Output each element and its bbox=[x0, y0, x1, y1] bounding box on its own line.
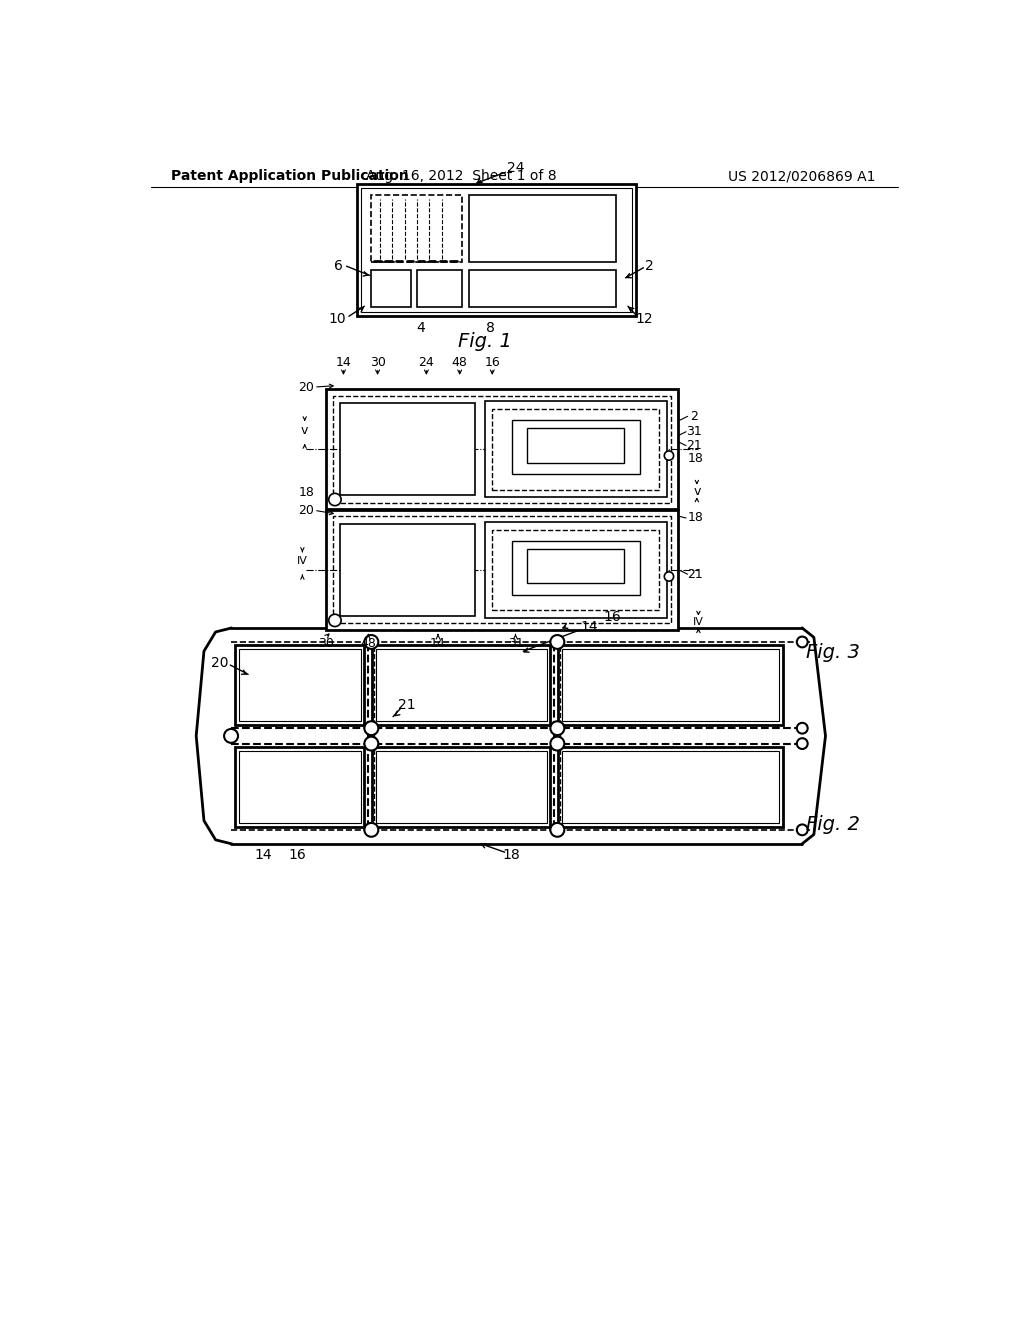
Text: 2: 2 bbox=[690, 409, 697, 422]
Bar bbox=[326, 389, 678, 508]
Circle shape bbox=[797, 825, 808, 836]
Bar bbox=[493, 409, 658, 490]
Text: 30: 30 bbox=[370, 356, 385, 370]
Circle shape bbox=[550, 721, 564, 735]
Text: 20: 20 bbox=[211, 656, 228, 669]
Bar bbox=[527, 549, 624, 583]
Text: v: v bbox=[301, 424, 308, 437]
Bar bbox=[512, 541, 640, 595]
Circle shape bbox=[365, 822, 378, 837]
Circle shape bbox=[797, 636, 808, 647]
Circle shape bbox=[365, 737, 378, 751]
Circle shape bbox=[665, 451, 674, 461]
Text: 18: 18 bbox=[687, 453, 703, 465]
Text: IV: IV bbox=[693, 616, 703, 627]
Text: 21: 21 bbox=[398, 698, 416, 711]
Text: 24: 24 bbox=[507, 161, 524, 174]
Bar bbox=[334, 516, 671, 623]
Text: 12: 12 bbox=[635, 312, 653, 326]
Bar bbox=[484, 401, 667, 498]
Text: Fig. 3: Fig. 3 bbox=[806, 643, 860, 663]
Text: 48: 48 bbox=[360, 638, 376, 649]
Bar bbox=[562, 751, 779, 822]
Circle shape bbox=[329, 614, 341, 627]
Text: Aug. 16, 2012  Sheet 1 of 8: Aug. 16, 2012 Sheet 1 of 8 bbox=[366, 169, 557, 183]
Bar bbox=[562, 649, 779, 721]
Bar bbox=[334, 396, 671, 503]
Bar bbox=[484, 521, 667, 618]
Bar bbox=[417, 271, 462, 308]
Bar bbox=[558, 645, 783, 725]
Bar bbox=[558, 747, 783, 826]
Bar bbox=[340, 524, 475, 615]
Bar bbox=[234, 645, 365, 725]
Text: 20: 20 bbox=[298, 504, 314, 517]
Bar bbox=[512, 420, 640, 474]
Text: 18: 18 bbox=[298, 486, 314, 499]
Text: 21: 21 bbox=[686, 440, 701, 453]
Text: 16: 16 bbox=[288, 849, 306, 862]
Circle shape bbox=[224, 729, 238, 743]
Circle shape bbox=[365, 635, 378, 649]
Bar bbox=[469, 195, 616, 263]
Circle shape bbox=[550, 822, 564, 837]
Text: 14: 14 bbox=[430, 638, 445, 649]
Text: 30: 30 bbox=[317, 638, 334, 649]
Text: Fig. 2: Fig. 2 bbox=[806, 814, 860, 834]
Circle shape bbox=[550, 737, 564, 751]
Bar bbox=[372, 645, 550, 725]
Bar bbox=[376, 649, 547, 721]
Text: 6: 6 bbox=[335, 259, 343, 273]
Text: 14: 14 bbox=[336, 356, 351, 370]
Text: 2: 2 bbox=[645, 259, 654, 273]
Bar bbox=[360, 187, 632, 313]
Circle shape bbox=[665, 572, 674, 581]
Text: 16: 16 bbox=[603, 610, 622, 624]
Bar bbox=[239, 751, 360, 822]
Text: 14: 14 bbox=[581, 619, 598, 634]
Bar bbox=[371, 195, 462, 263]
Text: 8: 8 bbox=[486, 321, 496, 335]
Text: 18: 18 bbox=[503, 849, 520, 862]
Circle shape bbox=[797, 738, 808, 748]
Bar bbox=[340, 404, 475, 495]
Bar bbox=[527, 428, 624, 462]
Text: 31: 31 bbox=[508, 638, 523, 649]
Text: 31: 31 bbox=[686, 425, 701, 438]
Text: 14: 14 bbox=[255, 849, 272, 862]
Text: 21: 21 bbox=[687, 568, 703, 581]
Text: 20: 20 bbox=[298, 380, 314, 393]
Circle shape bbox=[550, 635, 564, 649]
Bar bbox=[234, 747, 365, 826]
Text: 24: 24 bbox=[419, 356, 434, 370]
Text: 16: 16 bbox=[484, 356, 500, 370]
Circle shape bbox=[797, 723, 808, 734]
Text: 48: 48 bbox=[452, 356, 468, 370]
Text: 18: 18 bbox=[687, 511, 703, 524]
Text: Fig. 1: Fig. 1 bbox=[458, 333, 511, 351]
Text: v: v bbox=[693, 484, 700, 498]
Circle shape bbox=[329, 494, 341, 506]
Circle shape bbox=[365, 721, 378, 735]
Text: 10: 10 bbox=[329, 312, 346, 326]
Bar bbox=[469, 271, 616, 308]
Text: Patent Application Publication: Patent Application Publication bbox=[171, 169, 409, 183]
Text: 4: 4 bbox=[417, 321, 425, 335]
Bar bbox=[372, 747, 550, 826]
Bar bbox=[326, 511, 678, 630]
Text: IV: IV bbox=[297, 556, 308, 566]
Bar bbox=[493, 529, 658, 610]
Text: US 2012/0206869 A1: US 2012/0206869 A1 bbox=[728, 169, 876, 183]
Bar bbox=[356, 183, 636, 317]
Bar bbox=[371, 271, 411, 308]
Bar bbox=[376, 751, 547, 822]
Bar bbox=[239, 649, 360, 721]
